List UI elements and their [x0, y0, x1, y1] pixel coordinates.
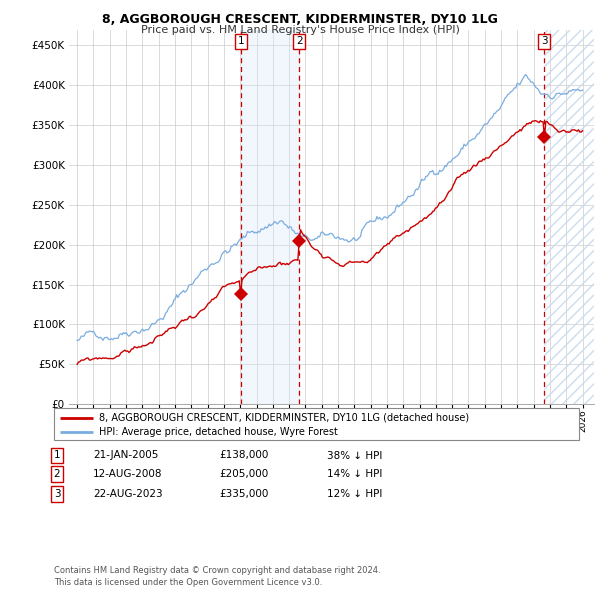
Text: 8, AGGBOROUGH CRESCENT, KIDDERMINSTER, DY10 1LG: 8, AGGBOROUGH CRESCENT, KIDDERMINSTER, D…	[102, 13, 498, 26]
Text: 12-AUG-2008: 12-AUG-2008	[93, 470, 163, 479]
Text: Contains HM Land Registry data © Crown copyright and database right 2024.
This d: Contains HM Land Registry data © Crown c…	[54, 566, 380, 587]
Bar	[241, 30, 299, 404]
Text: £138,000: £138,000	[219, 451, 268, 460]
Text: 2: 2	[53, 470, 61, 479]
Bar	[544, 30, 594, 404]
Text: 38% ↓ HPI: 38% ↓ HPI	[327, 451, 382, 460]
Text: 1: 1	[238, 37, 244, 47]
Text: 12% ↓ HPI: 12% ↓ HPI	[327, 489, 382, 499]
Text: 3: 3	[53, 489, 61, 499]
Text: 14% ↓ HPI: 14% ↓ HPI	[327, 470, 382, 479]
Text: 21-JAN-2005: 21-JAN-2005	[93, 451, 158, 460]
Text: £205,000: £205,000	[219, 470, 268, 479]
Text: Price paid vs. HM Land Registry's House Price Index (HPI): Price paid vs. HM Land Registry's House …	[140, 25, 460, 35]
Text: 2: 2	[296, 37, 302, 47]
Text: 1: 1	[53, 451, 61, 460]
Text: 8, AGGBOROUGH CRESCENT, KIDDERMINSTER, DY10 1LG (detached house): 8, AGGBOROUGH CRESCENT, KIDDERMINSTER, D…	[99, 413, 469, 422]
Text: 22-AUG-2023: 22-AUG-2023	[93, 489, 163, 499]
Text: HPI: Average price, detached house, Wyre Forest: HPI: Average price, detached house, Wyre…	[99, 427, 338, 437]
Text: £335,000: £335,000	[219, 489, 268, 499]
Text: 3: 3	[541, 37, 547, 47]
